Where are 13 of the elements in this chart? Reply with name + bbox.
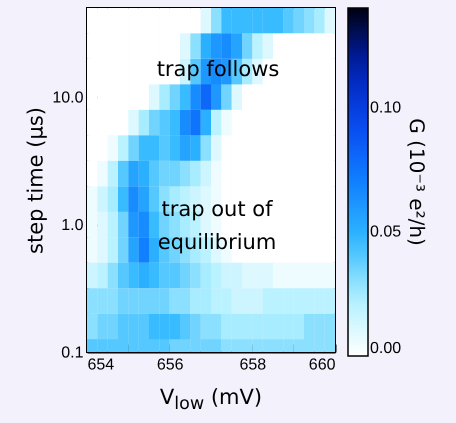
- color-bar-label: 0.10: [370, 99, 402, 116]
- y-tick-label: 1.0: [61, 217, 84, 234]
- x-axis-title: V$_{low}$ (mV): [158, 385, 264, 414]
- color-bar-label: 0.00: [370, 340, 402, 357]
- y-tick-label: 0.1: [61, 344, 84, 362]
- x-tick-label: 660: [308, 356, 336, 374]
- x-tick-label: 656: [156, 356, 184, 374]
- x-tick-label: 658: [239, 356, 266, 374]
- x-tick-label: 654: [88, 356, 114, 374]
- color-bar-title: G (10⁻³ e²/h): [405, 118, 429, 246]
- y-tick-label: 10.0: [52, 90, 84, 107]
- y-axis-title: step time (μs): [23, 107, 48, 254]
- color-bar-label: 0.05: [370, 224, 402, 241]
